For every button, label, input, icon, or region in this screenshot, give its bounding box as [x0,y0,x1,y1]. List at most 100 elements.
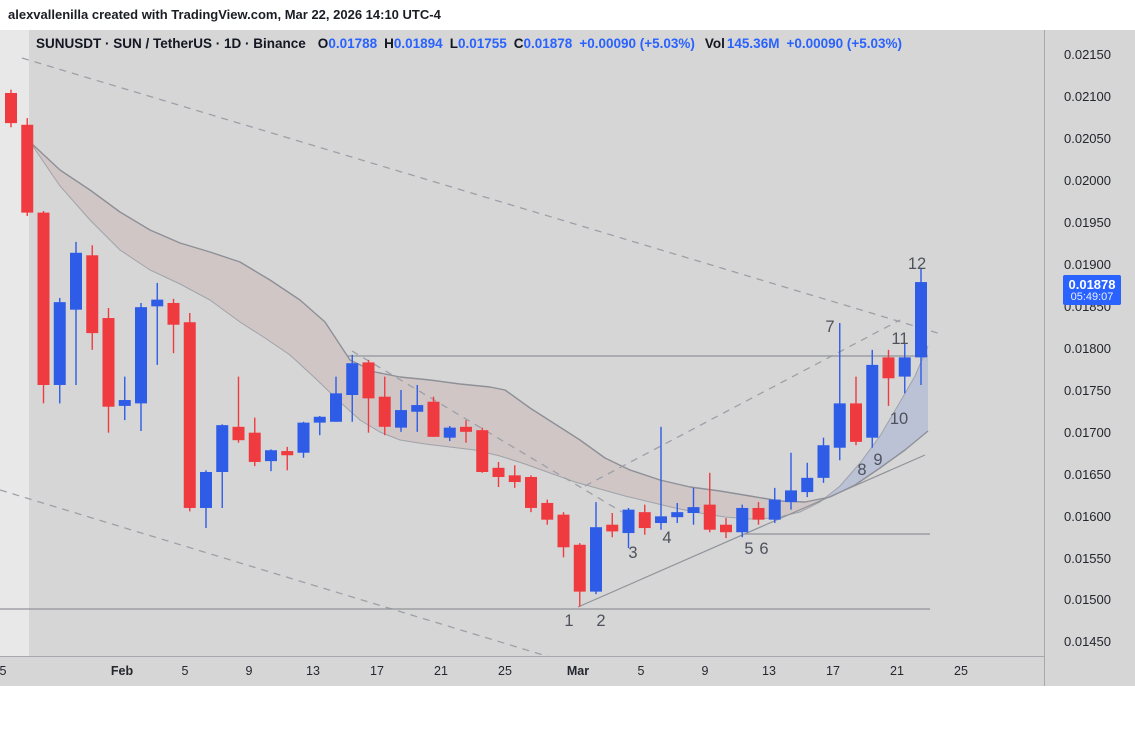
candle-body-down [703,504,716,530]
candle-body-up [785,490,797,503]
legend-low: L0.01755 [449,35,507,51]
bar-countdown: 05:49:07 [1070,291,1114,303]
candle-body-down [86,255,99,334]
price-tick-0.02000: 0.02000 [1064,173,1111,188]
candle-body-down [362,362,375,399]
candle-body-down [882,357,895,379]
ma-fast-line [29,141,929,520]
candle-body-down [606,524,619,532]
candle-body-up [118,400,131,406]
candle-body-down [476,430,489,472]
wave-label-9: 9 [873,451,882,469]
price-tick-0.01800: 0.01800 [1064,341,1111,356]
candle-body-up [265,450,277,462]
date-tick-21: 21 [890,664,904,678]
candle-body-up [655,516,667,524]
attribution-bar: alexvallenilla created with TradingView.… [0,0,1135,30]
price-tick-0.01550: 0.01550 [1064,551,1111,566]
date-tick-25: 25 [498,664,512,678]
price-tick-0.01500: 0.01500 [1064,592,1111,607]
candle-body-down [557,514,570,548]
candle-body-down [183,322,196,508]
candle-body-up [411,405,424,412]
wave-label-2: 2 [596,612,605,630]
candle-body-up [297,422,310,453]
date-tick-5: 5 [637,664,645,678]
candle-body-down [102,318,115,407]
last-price: 0.01878 [1068,277,1116,292]
date-tick-21: 21 [434,664,448,678]
ma-ribbon-bearish [30,142,820,519]
wave-label-11: 11 [891,330,908,348]
price-tick-0.01650: 0.01650 [1064,467,1111,482]
candle-body-up [866,364,879,438]
candle-body-up [671,512,684,518]
wave-label-8: 8 [857,461,866,479]
price-tick-0.02150: 0.02150 [1064,47,1111,62]
candle-body-down [573,544,586,592]
legend-volume: Vol 145.36M [704,35,780,51]
candle-body-up [313,416,326,423]
candle-body-down [378,396,391,427]
wave-label-6: 6 [759,540,768,558]
wave-label-10: 10 [890,410,908,428]
candle-body-up [395,410,407,428]
candle-body-up [768,499,781,520]
date-tick-5: 5 [181,664,189,678]
candle-body-down [232,426,245,441]
candle-body-down [752,507,765,520]
candle-body-up [590,527,602,592]
candle-body-down [492,467,505,478]
ma-slow-line [29,141,929,503]
candle-body-up [135,307,147,404]
ma-ribbon-bullish [820,346,928,502]
candle-body-down [720,524,732,533]
candle-body-down [460,426,472,432]
candle-body-up [833,403,846,448]
trendline-rising-trendline [577,454,926,608]
candle-body-down [508,475,521,483]
price-tick-0.02100: 0.02100 [1064,89,1111,104]
candle-body-up [70,252,82,310]
last-price-badge: 0.01878 05:49:07 [1063,275,1121,305]
candle-body-down [525,477,537,508]
date-tick-17: 17 [370,664,384,678]
footer: TradingView [0,686,1135,745]
candle-body-up [801,477,814,493]
candle-body-up [216,425,229,472]
symbol-legend[interactable]: SUNUSDT · SUN / TetherUS · 1D · Binance … [36,34,912,52]
candle-body-up [622,509,635,534]
price-tick-0.01700: 0.01700 [1064,425,1111,440]
price-axis[interactable]: 0.01878 05:49:07 0.02150 0.02100 0.02050 0.… [1044,30,1135,686]
candle-body-down [248,432,261,462]
candle-body-up [687,507,700,513]
wave-label-12: 12 [908,255,926,273]
candle-body-up [736,507,749,533]
candle-body-up [330,393,342,422]
price-tick-0.01750: 0.01750 [1064,383,1111,398]
candle-body-down [638,512,651,529]
candle-body-down [167,302,180,325]
date-tick-5: 5 [0,664,7,678]
candle-body-down [5,92,17,124]
candle-body-up [915,282,927,358]
candle-body-down [37,212,50,385]
legend-change: +0.00090 (+5.03%) [579,35,695,51]
candle-body-up [200,471,212,508]
date-tick-9: 9 [245,664,253,678]
price-tick-0.02050: 0.02050 [1064,131,1111,146]
candle-body-up [53,302,66,385]
date-tick-Mar: Mar [566,664,590,678]
candle-body-down [427,401,440,437]
wave-label-4: 4 [662,529,671,547]
wave-label-1: 1 [564,612,573,630]
date-axis[interactable]: 5 Feb 5 9 13 17 21 25 Mar 5 9 13 17 21 25 [0,656,1044,686]
date-tick-9: 9 [701,664,709,678]
candle-body-down [21,124,34,213]
date-tick-17: 17 [826,664,840,678]
date-tick-25: 25 [954,664,968,678]
candle-body-up [817,445,830,478]
price-tick-0.01450: 0.01450 [1064,634,1111,649]
